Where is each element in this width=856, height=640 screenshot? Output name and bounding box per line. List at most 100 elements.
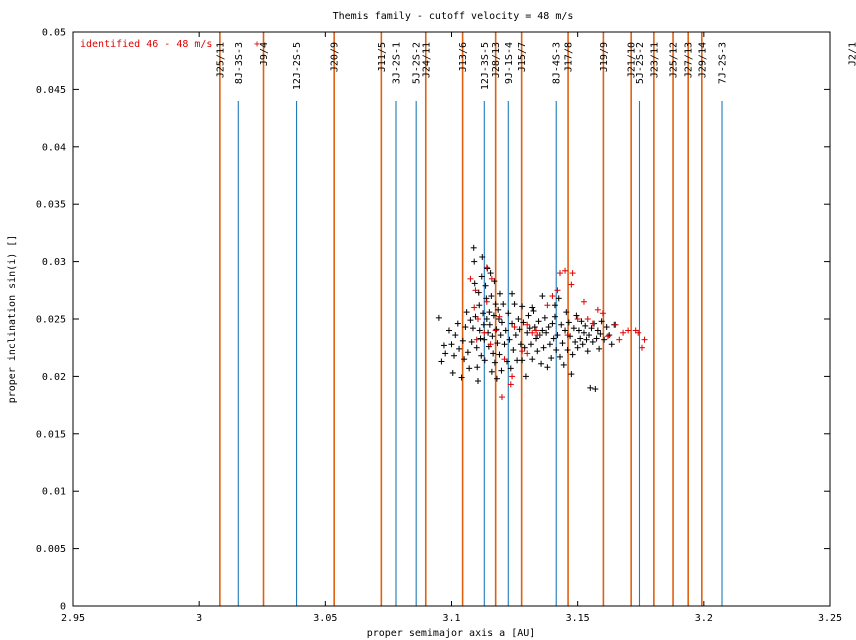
y-tick-label: 0.045: [36, 85, 66, 96]
data-point: [544, 364, 551, 371]
data-point: [490, 312, 497, 319]
data-point: [534, 332, 541, 339]
y-tick-label: 0.035: [36, 200, 66, 211]
data-point: [470, 244, 477, 251]
data-point: [492, 327, 499, 334]
data-point: [481, 329, 488, 336]
data-point: [546, 341, 553, 348]
data-point: [473, 344, 480, 351]
data-point: [549, 320, 556, 327]
data-point: [494, 340, 501, 347]
data-point: [554, 287, 561, 294]
data-point: [559, 340, 566, 347]
data-point: [491, 359, 498, 366]
data-point: [592, 386, 599, 393]
data-point: [501, 356, 508, 363]
data-point: [641, 336, 648, 343]
data-point: [588, 325, 595, 332]
data-point: [468, 338, 475, 345]
data-point: [569, 351, 576, 358]
resonance-label: 5J-2S-2: [412, 42, 423, 84]
data-point: [490, 350, 497, 357]
resonance-label: 3J-2S-1: [391, 42, 402, 84]
data-point: [496, 290, 503, 297]
data-point: [487, 270, 494, 277]
data-point: [574, 316, 581, 322]
data-point: [477, 335, 484, 342]
data-point: [514, 357, 521, 364]
resonance-label: 12J-2S-5: [292, 42, 303, 90]
data-point: [507, 365, 514, 372]
data-point: [512, 332, 519, 339]
resonance-label: J9/4: [259, 42, 270, 66]
y-tick-label: 0: [60, 602, 66, 613]
data-point: [466, 365, 473, 372]
y-tick-label: 0.04: [42, 142, 66, 153]
data-point: [549, 293, 556, 300]
x-tick-label: 2.95: [61, 613, 85, 624]
data-point: [462, 324, 469, 331]
data-point: [529, 304, 536, 311]
data-point: [489, 333, 496, 340]
data-point: [521, 344, 528, 351]
resonance-label: J29/14: [697, 42, 708, 78]
data-point: [516, 326, 523, 333]
data-point: [565, 319, 572, 326]
resonance-label: J15/7: [517, 42, 528, 72]
data-point: [579, 341, 586, 348]
data-point: [461, 356, 468, 363]
data-point: [572, 338, 579, 345]
y-tick-label: 0.02: [42, 372, 66, 383]
resonance-label: J27/13: [684, 42, 695, 78]
data-point: [472, 287, 479, 294]
data-point: [564, 332, 571, 339]
data-point: [538, 360, 545, 367]
data-point: [535, 318, 542, 325]
data-point: [557, 353, 564, 360]
data-point: [553, 346, 560, 353]
data-point: [625, 327, 632, 334]
data-point: [534, 348, 541, 355]
data-point: [570, 325, 577, 332]
data-point: [601, 336, 608, 343]
data-point: [496, 313, 503, 320]
y-tick-label: 0.05: [42, 28, 66, 39]
data-point: [525, 312, 532, 319]
resonance-label: J13/6: [458, 42, 469, 72]
data-point: [584, 316, 591, 322]
data-point: [544, 302, 551, 309]
data-point: [496, 351, 503, 358]
resonance-label: 9J-1S-4: [504, 42, 515, 84]
data-point: [529, 329, 536, 336]
data-point: [486, 309, 493, 316]
resonance-label: 7J-2S-3: [718, 42, 729, 84]
data-point: [548, 355, 555, 362]
data-point: [488, 368, 495, 375]
data-point: [498, 319, 505, 326]
data-point: [524, 329, 531, 336]
data-point: [471, 304, 478, 311]
data-point: [580, 329, 587, 336]
data-point: [582, 322, 589, 329]
data-point: [475, 289, 482, 296]
data-point: [555, 295, 562, 302]
data-point: [478, 352, 485, 359]
data-point: [594, 327, 601, 334]
x-axis-ticks: 2.95 3 3.05 3.1 3.15 3.2 3.25: [61, 32, 842, 624]
data-point: [531, 324, 538, 331]
data-point: [635, 329, 642, 336]
data-point: [578, 318, 585, 325]
data-point: [551, 313, 558, 320]
data-point: [471, 258, 478, 265]
data-points: [435, 244, 648, 401]
data-point: [483, 264, 490, 271]
data-point: [474, 364, 481, 371]
data-point: [586, 332, 593, 339]
resonance-lines: J25/11 8J-3S-3 J9/4 12J-2S-5 J20/9 J11/5 3J-2S…: [215, 32, 856, 606]
data-point: [520, 319, 527, 326]
data-point: [539, 293, 546, 300]
resonance-label: 8J-3S-3: [234, 42, 245, 84]
resonance-label: J19/9: [599, 42, 610, 72]
data-point: [502, 327, 509, 334]
x-tick-label: 3: [196, 613, 202, 624]
